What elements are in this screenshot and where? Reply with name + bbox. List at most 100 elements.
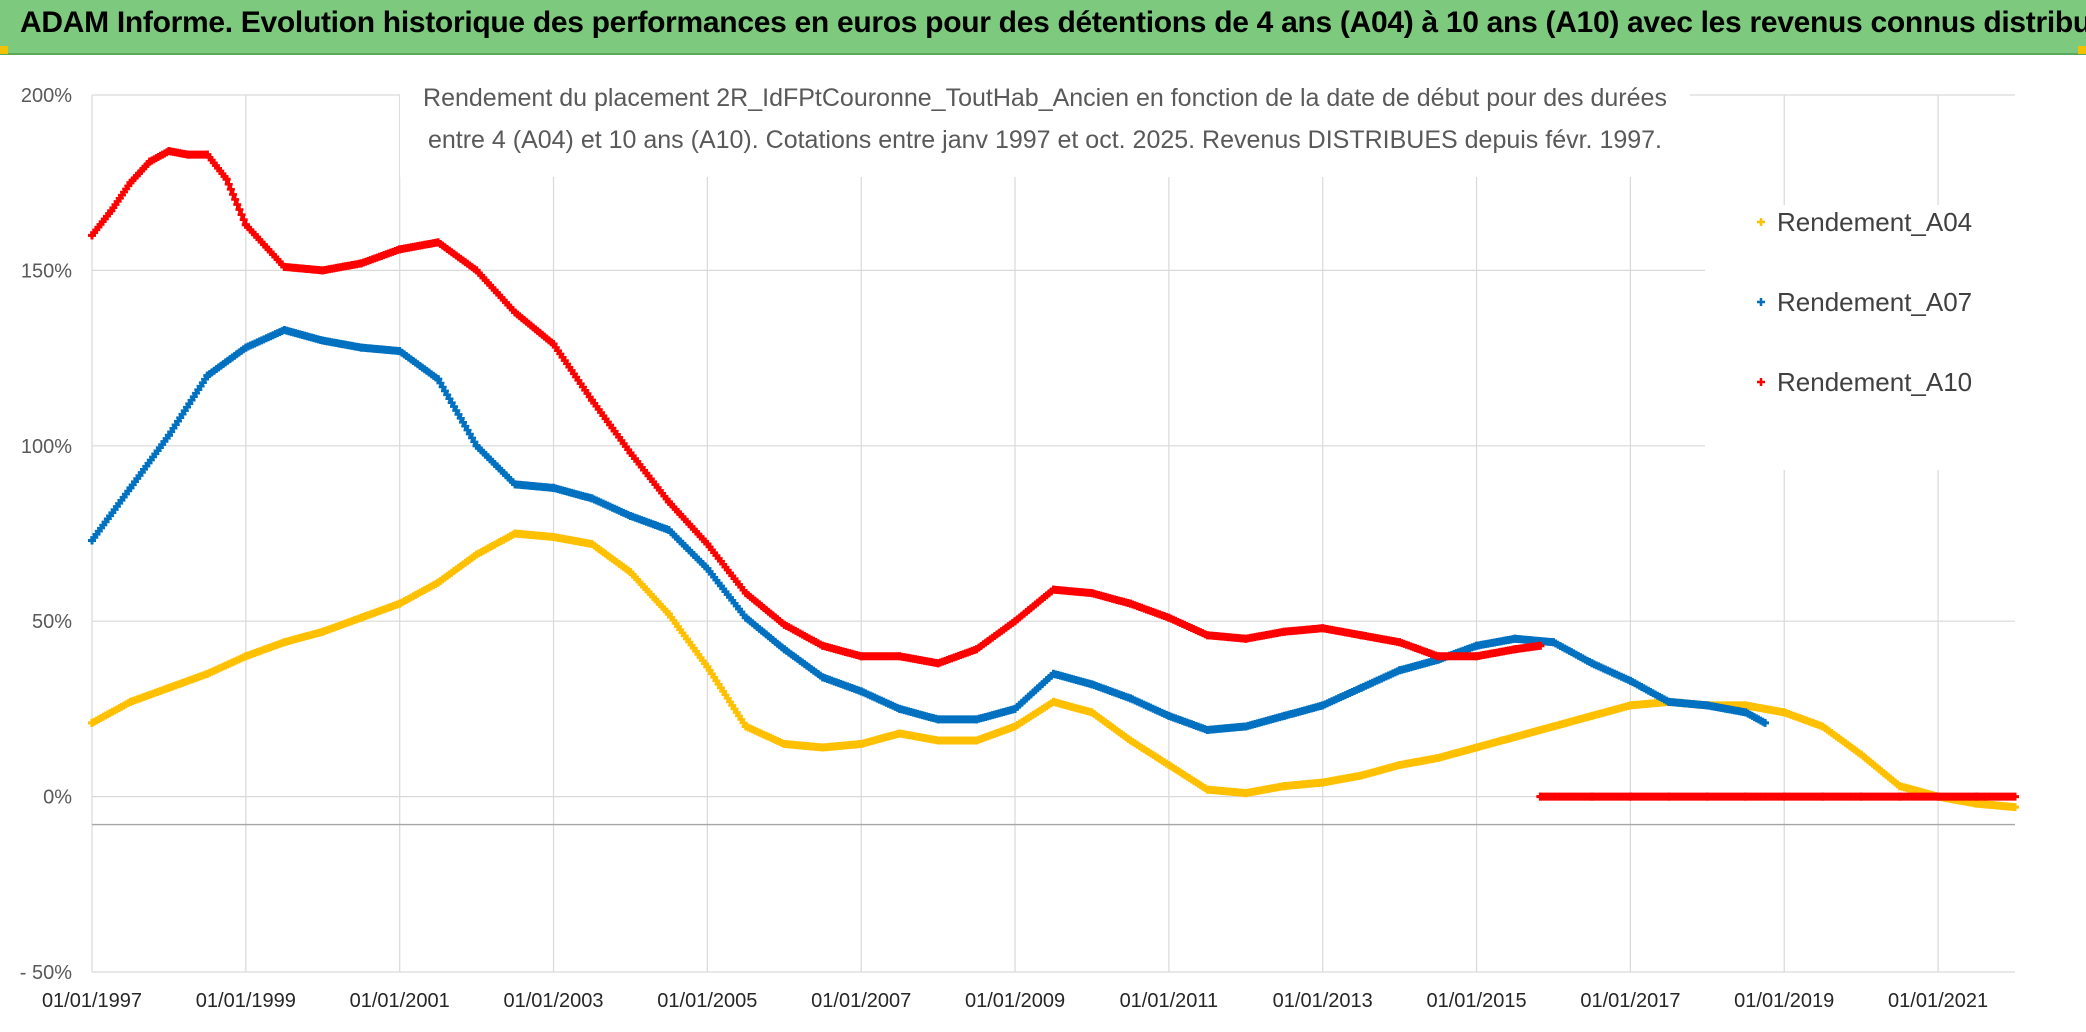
data-point bbox=[1895, 792, 1904, 801]
data-point bbox=[280, 638, 289, 647]
data-point bbox=[222, 175, 231, 184]
data-point bbox=[818, 641, 827, 650]
data-point bbox=[164, 431, 173, 440]
data-point bbox=[88, 536, 96, 545]
data-point bbox=[237, 210, 246, 219]
legend-label: Rendement_A07 bbox=[1777, 287, 1972, 317]
data-point bbox=[1203, 725, 1212, 734]
data-point bbox=[1741, 708, 1750, 717]
data-point bbox=[229, 190, 238, 199]
data-point bbox=[703, 540, 712, 549]
data-point bbox=[241, 652, 250, 661]
data-point bbox=[780, 620, 789, 629]
x-tick-label: 01/01/2019 bbox=[1734, 990, 1834, 1012]
data-point bbox=[780, 739, 789, 748]
data-point bbox=[239, 215, 248, 224]
data-point bbox=[2011, 792, 2019, 801]
x-tick-label: 01/01/1997 bbox=[42, 990, 142, 1012]
data-point bbox=[972, 715, 981, 724]
data-point bbox=[626, 568, 635, 577]
data-point bbox=[895, 729, 904, 738]
data-point bbox=[857, 652, 866, 661]
data-point bbox=[934, 659, 943, 668]
data-point bbox=[1049, 669, 1058, 678]
x-tick-label: 01/01/2013 bbox=[1273, 990, 1373, 1012]
legend-label: Rendement_A04 bbox=[1777, 207, 1972, 237]
data-point bbox=[1241, 789, 1250, 798]
data-point bbox=[818, 743, 827, 752]
data-point bbox=[549, 533, 558, 542]
data-point bbox=[1741, 792, 1750, 801]
data-point bbox=[1126, 599, 1135, 608]
x-tick-label: 01/01/2007 bbox=[811, 990, 911, 1012]
data-point bbox=[1395, 666, 1404, 675]
data-point bbox=[434, 578, 443, 587]
data-point bbox=[780, 645, 789, 654]
x-tick-label: 01/01/2011 bbox=[1120, 990, 1219, 1012]
data-point bbox=[857, 739, 866, 748]
data-point bbox=[1511, 732, 1520, 741]
data-point bbox=[1011, 617, 1020, 626]
data-point bbox=[703, 564, 712, 573]
chart-title-line: entre 4 (A04) et 10 ans (A10). Cotations… bbox=[428, 126, 1662, 154]
data-point bbox=[1972, 799, 1981, 808]
data-point bbox=[472, 550, 481, 559]
data-point bbox=[164, 683, 173, 692]
data-point bbox=[895, 704, 904, 713]
data-point bbox=[1280, 782, 1289, 791]
legend-marker bbox=[1757, 218, 1765, 226]
data-point bbox=[1472, 743, 1481, 752]
data-point bbox=[1164, 613, 1173, 622]
data-point bbox=[1549, 722, 1558, 731]
data-point bbox=[1164, 761, 1173, 770]
x-tick-label: 01/01/2021 bbox=[1888, 990, 1988, 1012]
data-point bbox=[1280, 711, 1289, 720]
data-point bbox=[1357, 771, 1366, 780]
data-point bbox=[1472, 641, 1481, 650]
data-point bbox=[1049, 585, 1058, 594]
legend-box bbox=[1705, 205, 2015, 470]
data-point bbox=[664, 525, 673, 534]
data-point bbox=[934, 736, 943, 745]
data-point bbox=[126, 697, 135, 706]
data-point bbox=[1780, 792, 1789, 801]
data-point bbox=[1664, 792, 1673, 801]
data-point bbox=[626, 448, 635, 457]
data-point bbox=[472, 266, 481, 275]
data-point bbox=[164, 147, 173, 156]
data-point bbox=[2011, 803, 2019, 812]
data-point bbox=[1664, 697, 1673, 706]
data-point bbox=[1818, 792, 1827, 801]
data-point bbox=[972, 736, 981, 745]
data-point bbox=[895, 652, 904, 661]
data-point bbox=[231, 195, 240, 204]
data-point bbox=[664, 497, 673, 506]
y-tick-label: 200% bbox=[21, 85, 72, 107]
data-point bbox=[1934, 792, 1943, 801]
data-point bbox=[1472, 652, 1481, 661]
data-point bbox=[1203, 785, 1212, 794]
data-point bbox=[280, 326, 289, 335]
data-point bbox=[318, 627, 327, 636]
x-tick-label: 01/01/1999 bbox=[196, 990, 296, 1012]
data-point bbox=[1587, 711, 1596, 720]
data-point bbox=[280, 262, 289, 271]
data-point bbox=[1703, 792, 1712, 801]
data-point bbox=[1318, 624, 1327, 633]
data-point bbox=[224, 180, 233, 189]
data-point bbox=[1511, 634, 1520, 643]
data-point bbox=[1549, 638, 1558, 647]
data-point bbox=[395, 245, 404, 254]
data-point bbox=[472, 441, 481, 450]
data-point bbox=[741, 589, 750, 598]
data-point bbox=[434, 375, 443, 384]
data-point bbox=[1087, 708, 1096, 717]
data-point bbox=[233, 200, 242, 209]
data-point bbox=[145, 157, 154, 166]
data-point bbox=[318, 266, 327, 275]
data-point bbox=[1857, 792, 1866, 801]
data-point bbox=[703, 662, 712, 671]
data-point bbox=[1761, 718, 1770, 727]
data-point bbox=[226, 185, 235, 194]
data-point bbox=[1972, 792, 1981, 801]
